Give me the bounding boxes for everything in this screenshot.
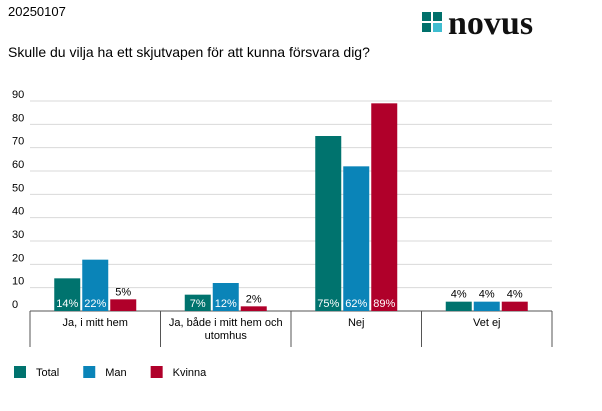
gridlines: [29, 100, 553, 347]
y-tick-label: 30: [12, 229, 24, 241]
data-label: 4%: [479, 289, 495, 301]
data-label: 4%: [451, 289, 467, 301]
y-tick-label: 60: [12, 159, 24, 171]
data-label: 7%: [190, 298, 206, 310]
data-label: 4%: [507, 289, 523, 301]
legend-label: Man: [105, 367, 126, 379]
novus-logo: novus: [422, 6, 533, 40]
data-label: 2%: [246, 293, 262, 305]
bar-man: [212, 283, 239, 311]
bar-total: [184, 294, 211, 311]
data-label: 5%: [115, 286, 131, 298]
bar-man: [473, 301, 500, 311]
date-label: 20250107: [8, 4, 66, 19]
data-labels: 14% 7% 75% 4% 22% 12% 62% 4% 5% 2% 89% 4%: [56, 286, 523, 310]
y-tick-label: 0: [12, 299, 18, 311]
legend-label: Kvinna: [173, 367, 208, 379]
y-tick-label: 70: [12, 136, 24, 148]
logo-wordmark: novus: [448, 6, 533, 40]
logo-square-4: [433, 23, 442, 32]
y-tick-label: 10: [12, 276, 24, 288]
y-tick-label: 40: [12, 206, 24, 218]
bars: [54, 103, 528, 311]
y-tick-label: 20: [12, 252, 24, 264]
y-tick-labels: 0 10 20 30 40 50 60 70 80 90: [12, 89, 24, 311]
bar-total: [445, 301, 472, 311]
category-label: Ja, både i mitt hem och: [169, 317, 283, 329]
bar-man: [82, 259, 109, 311]
logo-square-2: [433, 12, 442, 21]
data-label: 22%: [84, 298, 106, 310]
data-label: 14%: [56, 298, 78, 310]
data-label: 62%: [345, 298, 367, 310]
data-label: 75%: [317, 298, 339, 310]
data-label: 12%: [215, 298, 237, 310]
bar-total: [54, 278, 81, 311]
y-tick-label: 90: [12, 89, 24, 101]
category-label: Ja, i mitt hem: [63, 317, 128, 329]
category-label: Nej: [348, 317, 365, 329]
legend-label: Total: [36, 367, 59, 379]
question-title: Skulle du vilja ha ett skjutvapen för at…: [8, 44, 370, 60]
data-label: 89%: [373, 298, 395, 310]
y-tick-label: 50: [12, 182, 24, 194]
legend-swatch: [150, 366, 163, 378]
bar-kvinna: [110, 299, 137, 311]
category-label: utomhus: [205, 330, 248, 342]
bar-kvinna: [501, 301, 528, 311]
legend: Total Man Kvinna: [14, 366, 207, 379]
legend-swatch: [83, 366, 96, 378]
bar-total: [315, 136, 342, 311]
bar-kvinna: [371, 103, 398, 311]
bar-man: [343, 166, 370, 311]
category-label: Vet ej: [473, 317, 501, 329]
y-tick-label: 80: [12, 112, 24, 124]
logo-square-3: [422, 23, 431, 32]
legend-swatch: [14, 366, 26, 378]
category-labels: Ja, i mitt hem Ja, både i mitt hem ochuto…: [63, 317, 501, 342]
bar-kvinna: [240, 306, 267, 311]
logo-square-1: [422, 12, 431, 21]
